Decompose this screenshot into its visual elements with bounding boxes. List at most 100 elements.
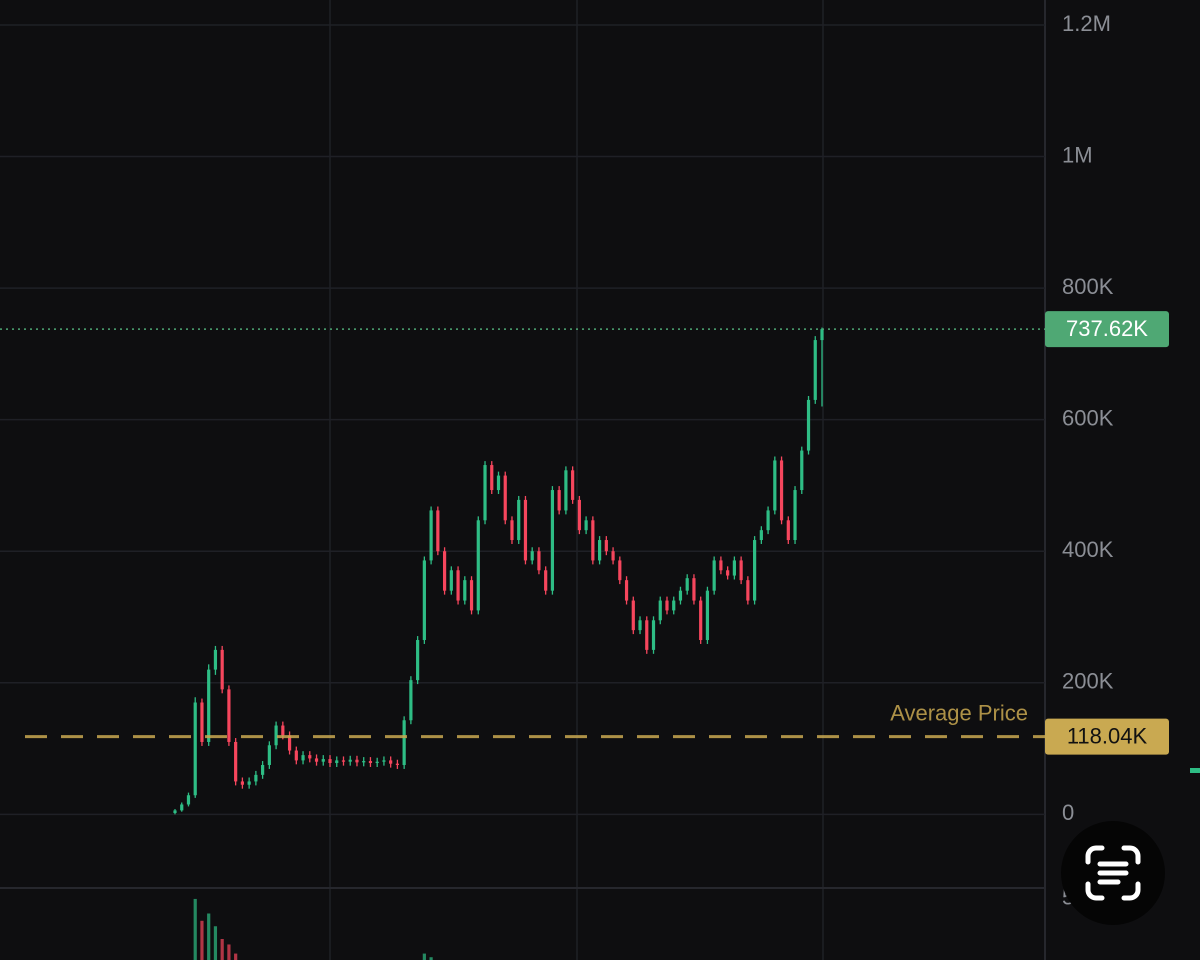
scan-lines <box>1097 861 1129 885</box>
candle-body <box>254 774 258 782</box>
candle-body <box>631 600 635 631</box>
candle-body <box>624 580 629 601</box>
candle-body <box>523 499 528 561</box>
candle-body <box>207 669 211 742</box>
candle-body <box>321 759 325 762</box>
candle-body <box>409 680 413 721</box>
candle-body <box>503 475 507 521</box>
candle-body <box>247 781 251 785</box>
candle-body <box>544 570 548 591</box>
candle-body <box>456 570 460 601</box>
candle-body <box>220 649 224 690</box>
candle-body <box>173 810 177 814</box>
candle-body <box>449 570 453 591</box>
candle-body <box>193 702 197 796</box>
candle-body <box>537 551 541 571</box>
candle-body <box>348 759 352 762</box>
candle-body <box>732 560 736 576</box>
y-tick-label: 1.2M <box>1062 11 1111 36</box>
volume-bar <box>213 926 218 960</box>
candle-body <box>389 760 393 764</box>
candle-body <box>510 520 514 541</box>
candle-body <box>234 741 238 782</box>
candle-body <box>577 499 581 531</box>
candle-body <box>261 764 265 775</box>
candle-body <box>355 759 359 763</box>
candle-body <box>597 540 602 561</box>
candle-body <box>362 761 366 763</box>
candle-body <box>611 551 615 561</box>
candle-body <box>712 560 716 591</box>
candle-body <box>678 590 683 601</box>
scan-icon <box>1085 845 1141 901</box>
candle-body <box>382 760 386 762</box>
y-tick-label: 200K <box>1062 669 1114 694</box>
candle-body <box>685 578 689 591</box>
candle-body <box>571 470 575 500</box>
candle-body <box>335 760 339 764</box>
volume-bar <box>193 898 197 960</box>
average-price-tag <box>1045 718 1169 755</box>
candle-body <box>692 578 696 601</box>
candle-body <box>638 620 642 631</box>
edge-marker <box>1190 768 1200 773</box>
candle-body <box>806 399 811 451</box>
candle-body <box>328 759 332 764</box>
y-tick-label: 600K <box>1062 405 1114 430</box>
candle-body <box>416 640 420 681</box>
candle-body <box>395 763 400 765</box>
candle-body <box>759 530 763 541</box>
volume-bar <box>429 957 433 960</box>
candle-body <box>483 465 487 521</box>
candle-body <box>490 465 494 491</box>
candle-body <box>665 600 669 611</box>
candle-body <box>274 725 278 746</box>
volume-bar <box>422 953 426 960</box>
average-price-label: 118.04K <box>1067 723 1148 748</box>
candle-body <box>739 560 743 581</box>
candle-body <box>766 510 770 531</box>
candle-body <box>186 795 191 805</box>
y-tick-label: 800K <box>1062 274 1114 299</box>
last-price-label: 737.62K <box>1066 316 1148 341</box>
candle-body <box>618 560 622 581</box>
candle-body <box>530 551 534 561</box>
candle-body <box>496 475 501 491</box>
volume-bar <box>220 939 224 960</box>
candle-body <box>726 570 730 576</box>
candle-body <box>517 499 521 541</box>
candle-body <box>719 560 723 571</box>
candle-body <box>375 761 379 764</box>
candle-body <box>672 600 676 611</box>
y-tick-label: 400K <box>1062 537 1114 562</box>
candle-body <box>645 620 649 650</box>
candle-body <box>584 520 588 531</box>
candle-body <box>557 490 561 511</box>
candle-body <box>476 520 480 611</box>
candle-body <box>591 520 595 561</box>
candle-body <box>463 580 467 601</box>
candle-body <box>281 725 285 736</box>
candle-body <box>180 804 184 811</box>
y-tick-label: 0 <box>1062 800 1074 825</box>
candle-body <box>705 590 710 641</box>
candle-body <box>287 735 292 751</box>
candle-body <box>746 580 750 601</box>
candle-body <box>658 600 662 621</box>
candle-body <box>213 649 218 670</box>
y-tick-label: 1M <box>1062 142 1093 167</box>
candle-body <box>753 540 757 601</box>
candle-body <box>200 702 204 742</box>
candle-body <box>773 460 777 511</box>
candle-body <box>820 329 824 341</box>
candle-body <box>813 340 817 400</box>
candle-body <box>267 745 271 765</box>
candle-body <box>793 490 797 541</box>
scan-button[interactable] <box>1061 821 1165 925</box>
volume-bar <box>234 953 238 960</box>
candle-body <box>422 560 426 641</box>
candle-body <box>800 450 804 491</box>
